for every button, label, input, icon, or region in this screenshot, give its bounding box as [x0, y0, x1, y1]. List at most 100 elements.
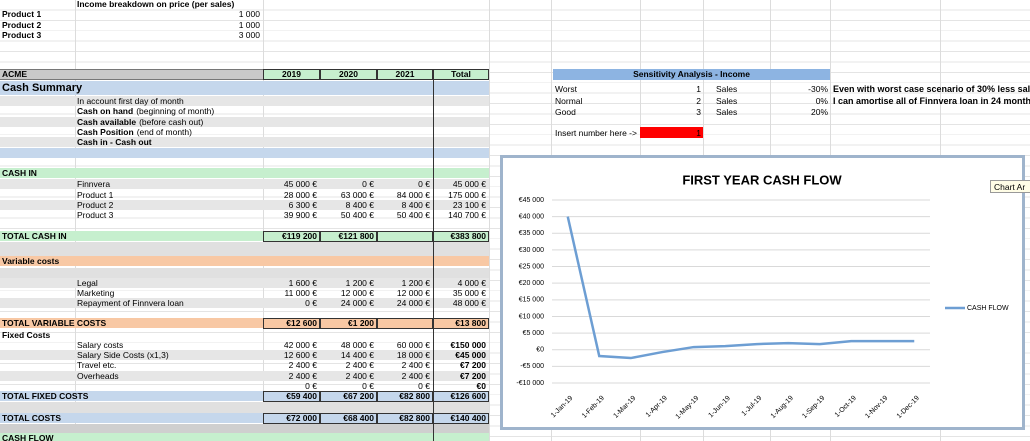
- value-cell: 48 000 €: [452, 298, 486, 308]
- value-cell: 0 €: [418, 179, 430, 189]
- row-label: Legal: [77, 278, 98, 288]
- total-cell-frame: [263, 318, 320, 329]
- value-cell: €0: [476, 381, 486, 391]
- value-cell: 12 000 €: [340, 288, 374, 298]
- row-note: (beginning of month): [136, 106, 215, 116]
- sens-label: Worst: [555, 84, 578, 94]
- row-label: Cash Summary: [2, 82, 83, 94]
- total-cell-frame: [377, 413, 433, 424]
- row-label: TOTAL VARIABLE COSTS: [2, 318, 107, 328]
- y-tick-label: €15 000: [519, 297, 544, 304]
- value-cell: 23 100 €: [452, 200, 486, 210]
- input-value: 1: [696, 128, 701, 138]
- row-band: [0, 298, 489, 308]
- total-cell-frame: [263, 413, 320, 424]
- row-label: Product 1: [77, 190, 114, 200]
- value-cell: 42 000 €: [283, 340, 317, 350]
- input-label: Insert number here ->: [555, 128, 637, 138]
- y-tick-label: €45 000: [519, 197, 544, 204]
- sens-pct: -30%: [808, 84, 828, 94]
- y-tick-label: €20 000: [519, 280, 544, 287]
- value-cell: €383 800: [450, 231, 486, 241]
- value-cell: €126 600: [450, 391, 486, 401]
- y-tick-label: €40 000: [519, 213, 544, 220]
- product-label: Product 1: [2, 9, 42, 19]
- row-band: [0, 256, 489, 266]
- row-band: [0, 371, 489, 381]
- total-cell-frame: [263, 391, 320, 402]
- value-cell: 45 000 €: [283, 179, 317, 189]
- y-tick-label: €5 000: [523, 330, 545, 337]
- row-label: Overheads: [77, 371, 119, 381]
- row-label: CASH FLOW: [2, 433, 54, 441]
- value-cell: 4 000 €: [457, 278, 486, 288]
- sens-type: Sales: [716, 107, 738, 117]
- tooltip-text: Chart Ar: [994, 182, 1026, 192]
- column-line: [75, 0, 76, 441]
- row-band: [0, 242, 489, 256]
- value-cell: 6 300 €: [288, 200, 317, 210]
- row-label: Marketing: [77, 288, 115, 298]
- value-cell: €45 000: [455, 350, 486, 360]
- value-cell: 2 400 €: [401, 360, 430, 370]
- value-cell: 8 400 €: [401, 200, 430, 210]
- value-cell: 24 000 €: [340, 298, 374, 308]
- column-line: [489, 0, 490, 441]
- series-line: [566, 216, 915, 360]
- value-cell: €121 800: [338, 231, 374, 241]
- row-band: [0, 350, 489, 360]
- value-cell: €119 200: [282, 231, 317, 241]
- row-label: Salary Side Costs (x1,3): [77, 350, 169, 360]
- y-tick-label: -€10 000: [516, 380, 544, 387]
- y-tick-label: €10 000: [519, 313, 544, 320]
- header-cell: 2020: [320, 69, 377, 80]
- header-cell: Total: [433, 69, 489, 80]
- row-band: [0, 402, 489, 413]
- value-cell: 50 400 €: [340, 210, 374, 220]
- value-cell: 28 000 €: [283, 190, 317, 200]
- value-cell: 0 €: [362, 179, 374, 189]
- row-band: [0, 200, 489, 210]
- total-cell-frame: [320, 413, 377, 424]
- value-cell: 2 400 €: [288, 371, 317, 381]
- sens-pct: 0%: [815, 95, 828, 106]
- value-cell: 11 000 €: [284, 288, 317, 298]
- y-tick-label: €35 000: [519, 230, 544, 237]
- sens-index: 1: [696, 84, 701, 94]
- value-cell: €7 200: [460, 371, 486, 381]
- y-tick-label: €0: [536, 347, 544, 354]
- total-column-line: [433, 69, 434, 441]
- tooltip: Chart Ar: [990, 180, 1030, 193]
- row-band: [0, 96, 489, 106]
- sens-index: 3: [696, 107, 701, 117]
- value-cell: €7 200: [460, 360, 486, 370]
- row-note: (before cash out): [139, 117, 204, 127]
- value-cell: 175 000 €: [448, 190, 486, 200]
- row-band: [0, 148, 489, 158]
- value-cell: 2 400 €: [345, 371, 374, 381]
- sens-title-band: [553, 69, 830, 80]
- chart[interactable]: FIRST YEAR CASH FLOW -€10 000 -€5 000 €0 €5…: [500, 155, 1025, 430]
- y-tick-label: €30 000: [519, 247, 544, 254]
- value-cell: 12 000 €: [396, 288, 430, 298]
- value-cell: €140 400: [450, 413, 486, 423]
- row-label: Repayment of Finnvera loan: [77, 298, 184, 308]
- row-band: [0, 231, 489, 241]
- row-band: [0, 318, 489, 328]
- row-band: [0, 179, 489, 189]
- legend-label: CASH FLOW: [967, 305, 1009, 312]
- input-cell: [640, 127, 703, 138]
- value-cell: 1 600 €: [288, 278, 317, 288]
- value-cell: 45 000 €: [452, 179, 486, 189]
- row-band: [0, 168, 489, 178]
- row-label: Finnvera: [77, 179, 111, 189]
- value-cell: €72 000: [286, 413, 317, 423]
- row-label: TOTAL FIXED COSTS: [2, 391, 89, 401]
- value-cell: 63 000 €: [340, 190, 374, 200]
- value-cell: 8 400 €: [345, 200, 374, 210]
- sens-label: Good: [555, 107, 576, 117]
- row-band: [0, 137, 489, 147]
- value-cell: 60 000 €: [396, 340, 430, 350]
- total-cell-frame: [263, 231, 320, 242]
